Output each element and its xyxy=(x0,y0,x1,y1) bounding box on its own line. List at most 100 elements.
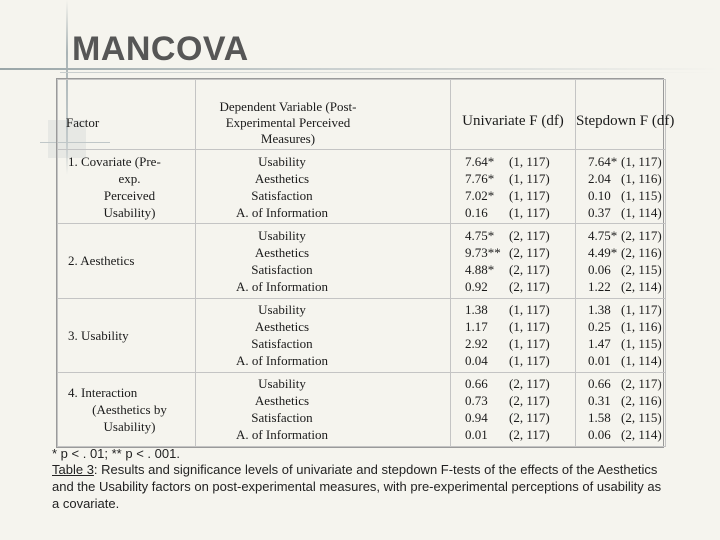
univariate-f-value: 9.73** xyxy=(465,244,501,260)
stepdown-f-value: 0.66 xyxy=(588,376,611,392)
factor-label-line: 2. Aesthetics xyxy=(68,253,135,269)
factor-label-line: Usability) xyxy=(103,418,156,434)
univariate-stat-line: 4.88* (2, 117) xyxy=(451,261,575,278)
dependent-variable-label: Aesthetics xyxy=(254,393,310,409)
univariate-f-value: 4.88* xyxy=(465,261,495,277)
table-row: 3. Usability Usability Aesthetics Satisfact… xyxy=(57,297,666,373)
stepdown-f-value: 4.75* xyxy=(588,227,618,243)
results-table-frame: Factor Dependent Variable (Post-Experime… xyxy=(56,78,674,448)
univariate-stat-line: 0.73 (2, 117) xyxy=(451,392,575,409)
stepdown-df-value: (2, 115) xyxy=(621,261,662,277)
dependent-variable-label: A. of Information xyxy=(235,278,329,294)
header-factor: Factor xyxy=(57,79,196,150)
univariate-cell: 1.38 (1, 117) 1.17 (1, 117) 2.92 (1, 117) 0.04… xyxy=(450,297,576,373)
stepdown-stat-line: 1.22 (2, 114) xyxy=(576,278,665,295)
stepdown-df-value: (1, 116) xyxy=(621,319,662,335)
stepdown-f-value: 0.31 xyxy=(588,393,611,409)
mancova-results-table: Factor Dependent Variable (Post-Experime… xyxy=(57,79,674,448)
stepdown-stat-line: 0.01 (1, 114) xyxy=(576,352,665,369)
univariate-f-value: 7.64* xyxy=(465,153,495,169)
univariate-stat-line: 0.94 (2, 117) xyxy=(451,409,575,426)
factor-cell: 3. Usability xyxy=(57,297,196,373)
univariate-df-value: (2, 117) xyxy=(509,376,550,392)
univariate-stat-line: 1.17 (1, 117) xyxy=(451,318,575,335)
univariate-f-value: 0.94 xyxy=(465,410,488,426)
factor-label-line: (Aesthetics by xyxy=(92,401,167,417)
stepdown-stat-line: 0.06 (2, 115) xyxy=(576,261,665,278)
stepdown-df-value: (2, 116) xyxy=(621,244,662,260)
stepdown-df-value: (1, 117) xyxy=(621,153,662,169)
univariate-stat-line: 0.04 (1, 117) xyxy=(451,352,575,369)
stepdown-df-value: (2, 117) xyxy=(621,227,662,243)
dependent-variable-label: A. of Information xyxy=(235,353,329,369)
univariate-df-value: (1, 117) xyxy=(509,336,550,352)
factor-cell: 1. Covariate (Pre-exp. Perceived Usability… xyxy=(57,148,196,225)
univariate-df-value: (1, 117) xyxy=(509,302,550,318)
stepdown-f-value: 0.37 xyxy=(588,204,611,220)
univariate-cell: 7.64* (1, 117) 7.76* (1, 117) 7.02* (1, 117) 0… xyxy=(450,148,576,225)
univariate-f-value: 0.01 xyxy=(465,427,488,443)
decorative-horizontal-line xyxy=(0,68,720,70)
factor-label-line: exp. xyxy=(118,170,141,186)
univariate-cell: 4.75* (2, 117) 9.73** (2, 117) 4.88* (2, 117)… xyxy=(450,223,576,299)
univariate-df-value: (1, 117) xyxy=(509,187,550,203)
table-row: 1. Covariate (Pre-exp. Perceived Usability… xyxy=(57,148,666,225)
univariate-stat-line: 4.75* (2, 117) xyxy=(451,227,575,244)
stepdown-f-value: 0.10 xyxy=(588,187,611,203)
univariate-df-value: (2, 117) xyxy=(509,393,550,409)
stepdown-stat-line: 1.38 (1, 117) xyxy=(576,301,665,318)
stepdown-cell: 7.64* (1, 117) 2.04 (1, 116) 0.10 (1, 115) 0.3… xyxy=(575,148,666,225)
univariate-df-value: (2, 117) xyxy=(509,410,550,426)
univariate-df-value: (2, 117) xyxy=(509,244,550,260)
slide-title: MANCOVA xyxy=(72,30,249,68)
stepdown-df-value: (1, 114) xyxy=(621,353,662,369)
univariate-stat-line: 0.66 (2, 117) xyxy=(451,375,575,392)
univariate-df-value: (1, 117) xyxy=(509,170,550,186)
univariate-df-value: (2, 117) xyxy=(509,427,550,443)
stepdown-f-value: 1.22 xyxy=(588,278,611,294)
stepdown-df-value: (2, 117) xyxy=(621,376,662,392)
stepdown-stat-line: 1.47 (1, 115) xyxy=(576,335,665,352)
stepdown-df-value: (2, 114) xyxy=(621,427,662,443)
univariate-df-value: (2, 117) xyxy=(509,227,550,243)
univariate-stat-line: 2.92 (1, 117) xyxy=(451,335,575,352)
stepdown-df-value: (2, 115) xyxy=(621,410,662,426)
dependent-variable-label: Satisfaction xyxy=(251,336,313,352)
stepdown-f-value: 1.47 xyxy=(588,336,611,352)
univariate-df-value: (1, 117) xyxy=(509,153,550,169)
significance-footnote: * p < . 01; ** p < . 001. xyxy=(52,446,180,461)
stepdown-df-value: (1, 114) xyxy=(621,204,662,220)
dependent-variable-label: Satisfaction xyxy=(251,187,313,203)
caption-label: Table 3 xyxy=(52,462,94,477)
dependent-variable-label: A. of Information xyxy=(235,427,329,443)
dependent-variables-cell: Usability Aesthetics Satisfaction A. of Inf… xyxy=(195,297,451,373)
univariate-f-value: 0.04 xyxy=(465,353,488,369)
stepdown-stat-line: 0.25 (1, 116) xyxy=(576,318,665,335)
univariate-stat-line: 7.76* (1, 117) xyxy=(451,170,575,187)
univariate-f-value: 7.02* xyxy=(465,187,495,203)
factor-label-line: 1. Covariate (Pre- xyxy=(68,153,161,169)
dependent-variable-label: Usability xyxy=(258,227,306,243)
univariate-df-value: (1, 117) xyxy=(509,353,550,369)
stepdown-f-value: 0.01 xyxy=(588,353,611,369)
univariate-df-value: (2, 117) xyxy=(509,261,550,277)
univariate-stat-line: 7.02* (1, 117) xyxy=(451,187,575,204)
factor-cell: 4. Interaction (Aesthetics by Usability) xyxy=(57,371,196,448)
stepdown-df-value: (2, 116) xyxy=(621,393,662,409)
factor-label-line: 3. Usability xyxy=(68,327,129,343)
table-header-row: Factor Dependent Variable (Post-Experime… xyxy=(57,79,674,150)
header-dependent-variable: Dependent Variable (Post-Experimental Pe… xyxy=(195,79,451,150)
stepdown-stat-line: 1.58 (2, 115) xyxy=(576,409,665,426)
stepdown-df-value: (1, 115) xyxy=(621,336,662,352)
univariate-f-value: 7.76* xyxy=(465,170,495,186)
stepdown-df-value: (1, 116) xyxy=(621,170,662,186)
stepdown-f-value: 1.38 xyxy=(588,302,611,318)
dependent-variable-label: Aesthetics xyxy=(254,319,310,335)
table-row: 2. Aesthetics Usability Aesthetics Satisfac… xyxy=(57,223,666,299)
stepdown-cell: 0.66 (2, 117) 0.31 (2, 116) 1.58 (2, 115) 0.06… xyxy=(575,371,666,448)
univariate-f-value: 2.92 xyxy=(465,336,488,352)
dependent-variables-cell: Usability Aesthetics Satisfaction A. of Inf… xyxy=(195,148,451,225)
univariate-f-value: 4.75* xyxy=(465,227,495,243)
dependent-variable-label: Usability xyxy=(258,153,306,169)
stepdown-f-value: 0.06 xyxy=(588,261,611,277)
